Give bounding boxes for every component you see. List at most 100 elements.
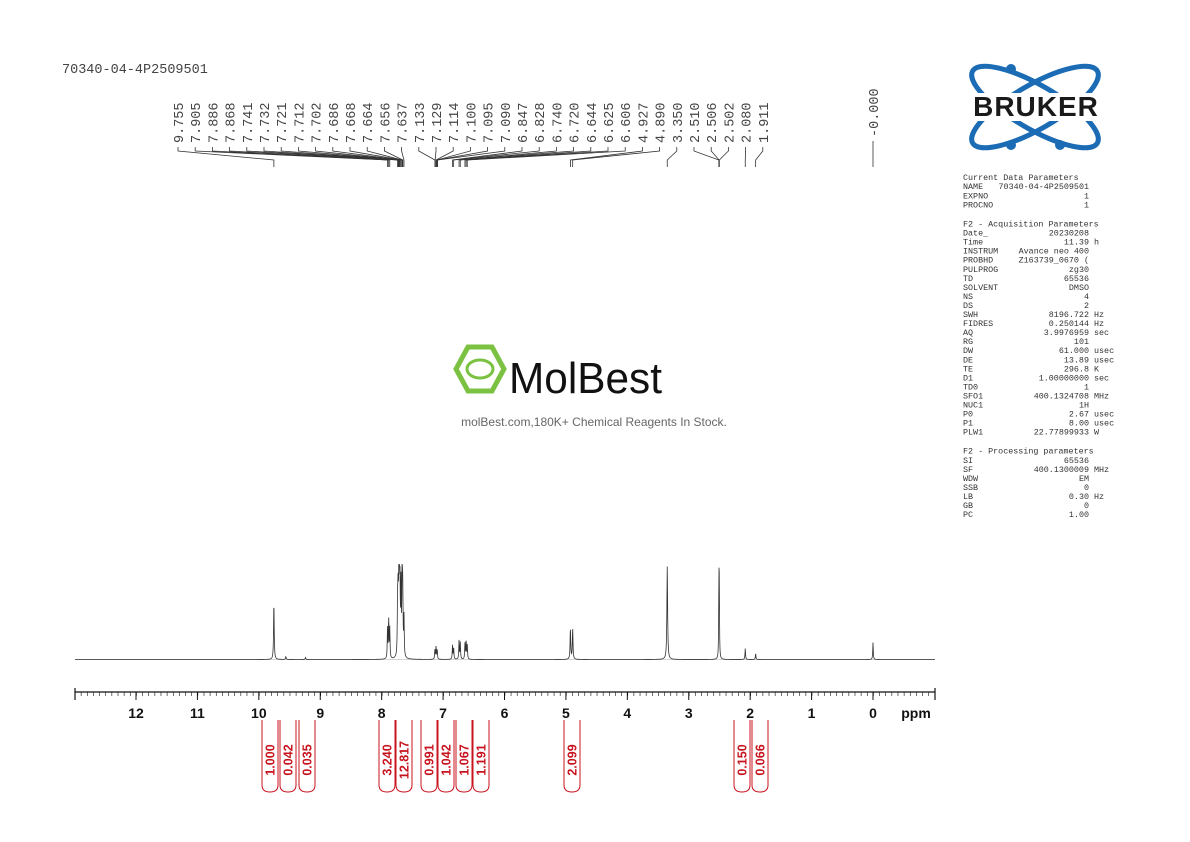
peak-label: 4.927: [637, 102, 652, 143]
param-section-title: Current Data Parameters: [963, 173, 1079, 183]
param-unit: Hz: [1094, 310, 1104, 320]
param-value: Avance neo 400: [1019, 247, 1089, 257]
param-name: SOLVENT: [963, 283, 998, 293]
peak-label: 7.133: [414, 102, 429, 143]
param-value: 0.30: [1069, 492, 1089, 502]
peak-label: 7.114: [448, 102, 463, 143]
param-unit: sec: [1094, 328, 1109, 338]
peak-label: 7.732: [259, 102, 274, 143]
integral-value: 1.191: [475, 744, 489, 775]
param-name: FIDRES: [963, 319, 993, 329]
param-name: DE: [963, 355, 973, 365]
param-value: 3.9976959: [1044, 328, 1089, 338]
logo-text: BRUKER: [973, 91, 1099, 122]
integral-value: 2.099: [566, 744, 580, 775]
param-name: P0: [963, 410, 973, 420]
param-name: SFO1: [963, 391, 983, 401]
param-name: PLW1: [963, 428, 983, 438]
peak-label: 6.644: [586, 102, 601, 143]
param-value: Z163739_0670 (: [1019, 256, 1089, 266]
peak-label: 7.905: [190, 102, 205, 143]
peak-leader: [570, 147, 643, 167]
param-section-title: F2 - Acquisition Parameters: [963, 219, 1099, 229]
param-name: SF: [963, 465, 973, 475]
param-unit: Hz: [1094, 319, 1104, 329]
watermark-hexagon: [453, 344, 507, 394]
integral-bracket: [420, 720, 438, 793]
peak-label: 7.702: [311, 102, 326, 143]
watermark-ring: [465, 358, 495, 380]
param-name: SI: [963, 456, 973, 466]
param-name: NS: [963, 292, 973, 302]
param-value: 101: [1074, 337, 1089, 347]
param-value: 400.1300009: [1034, 465, 1089, 475]
axis-tick-label: 2: [746, 705, 754, 721]
param-name: TD0: [963, 382, 978, 392]
param-value: 13.89: [1064, 355, 1089, 365]
param-value: 1: [1084, 191, 1089, 201]
axis-unit: ppm: [901, 705, 931, 721]
peak-leader: [229, 147, 391, 167]
peak-label: 6.720: [569, 102, 584, 143]
peak-leader: [453, 147, 540, 167]
peak-label: 7.095: [483, 102, 498, 143]
peak-leader: [280, 147, 400, 167]
peak-leader: [401, 147, 405, 167]
peak-leader: [263, 147, 399, 167]
peak-leader: [459, 147, 574, 167]
peak-label: 7.664: [362, 102, 377, 143]
integral-bracket: [751, 720, 769, 793]
param-unit: usec: [1094, 346, 1114, 356]
param-unit: usec: [1094, 419, 1114, 429]
param-name: P1: [963, 419, 973, 429]
logo-orbit: [969, 63, 1101, 151]
watermark: MolBest molBest.com,180K+ Chemical Reage…: [453, 344, 727, 429]
integral-value: 3.240: [381, 744, 395, 775]
peak-label: 7.868: [225, 102, 240, 143]
param-unit: usec: [1094, 355, 1114, 365]
param-name: NUC1: [963, 401, 983, 411]
peak-label: 7.712: [293, 102, 308, 143]
param-value: 4: [1084, 292, 1089, 302]
peak-leader: [465, 147, 609, 167]
peak-leader: [177, 147, 275, 167]
param-value: 0.250144: [1049, 319, 1089, 329]
peak-label: 6.847: [517, 102, 532, 143]
param-name: LB: [963, 492, 973, 502]
integral-bracket: [298, 720, 316, 793]
peak-label: 7.686: [328, 102, 343, 143]
peak-leader: [194, 147, 388, 167]
peak-leader: [710, 147, 720, 167]
integral-bracket: [378, 720, 396, 793]
logo-orbit: [969, 63, 1101, 151]
param-value: 1: [1084, 200, 1089, 210]
param-name: PULPROG: [963, 265, 998, 275]
integral-value: 0.042: [282, 744, 296, 775]
param-unit: usec: [1094, 410, 1114, 420]
sample-name: 70340-04-4P2509501: [62, 63, 208, 78]
axis-tick-label: 12: [128, 705, 144, 721]
axis-tick-label: 7: [439, 705, 447, 721]
param-name: DW: [963, 346, 974, 356]
param-value: 65536: [1064, 274, 1089, 284]
param-value: 22.77899933: [1034, 428, 1089, 438]
axis-tick-label: 3: [685, 705, 693, 721]
integral-value: 0.066: [754, 744, 768, 775]
param-name: GB: [963, 501, 973, 511]
param-unit: W: [1094, 428, 1100, 438]
integral-bracket: [395, 720, 413, 793]
param-value: 11.39: [1064, 238, 1089, 248]
peak-leader: [452, 147, 523, 167]
integral-bracket: [279, 720, 297, 793]
axis-tick-label: 11: [190, 705, 205, 721]
param-name: INSTRUM: [963, 247, 998, 257]
integral-value: 1.067: [458, 744, 472, 775]
param-value: 296.8: [1064, 364, 1089, 374]
param-value: 0: [1084, 483, 1089, 493]
peak-label: 6.606: [620, 102, 635, 143]
peak-leader: [458, 147, 557, 167]
peak-label: 2.502: [723, 102, 738, 143]
peak-leader: [434, 147, 437, 167]
integral-value: 0.035: [301, 744, 315, 775]
